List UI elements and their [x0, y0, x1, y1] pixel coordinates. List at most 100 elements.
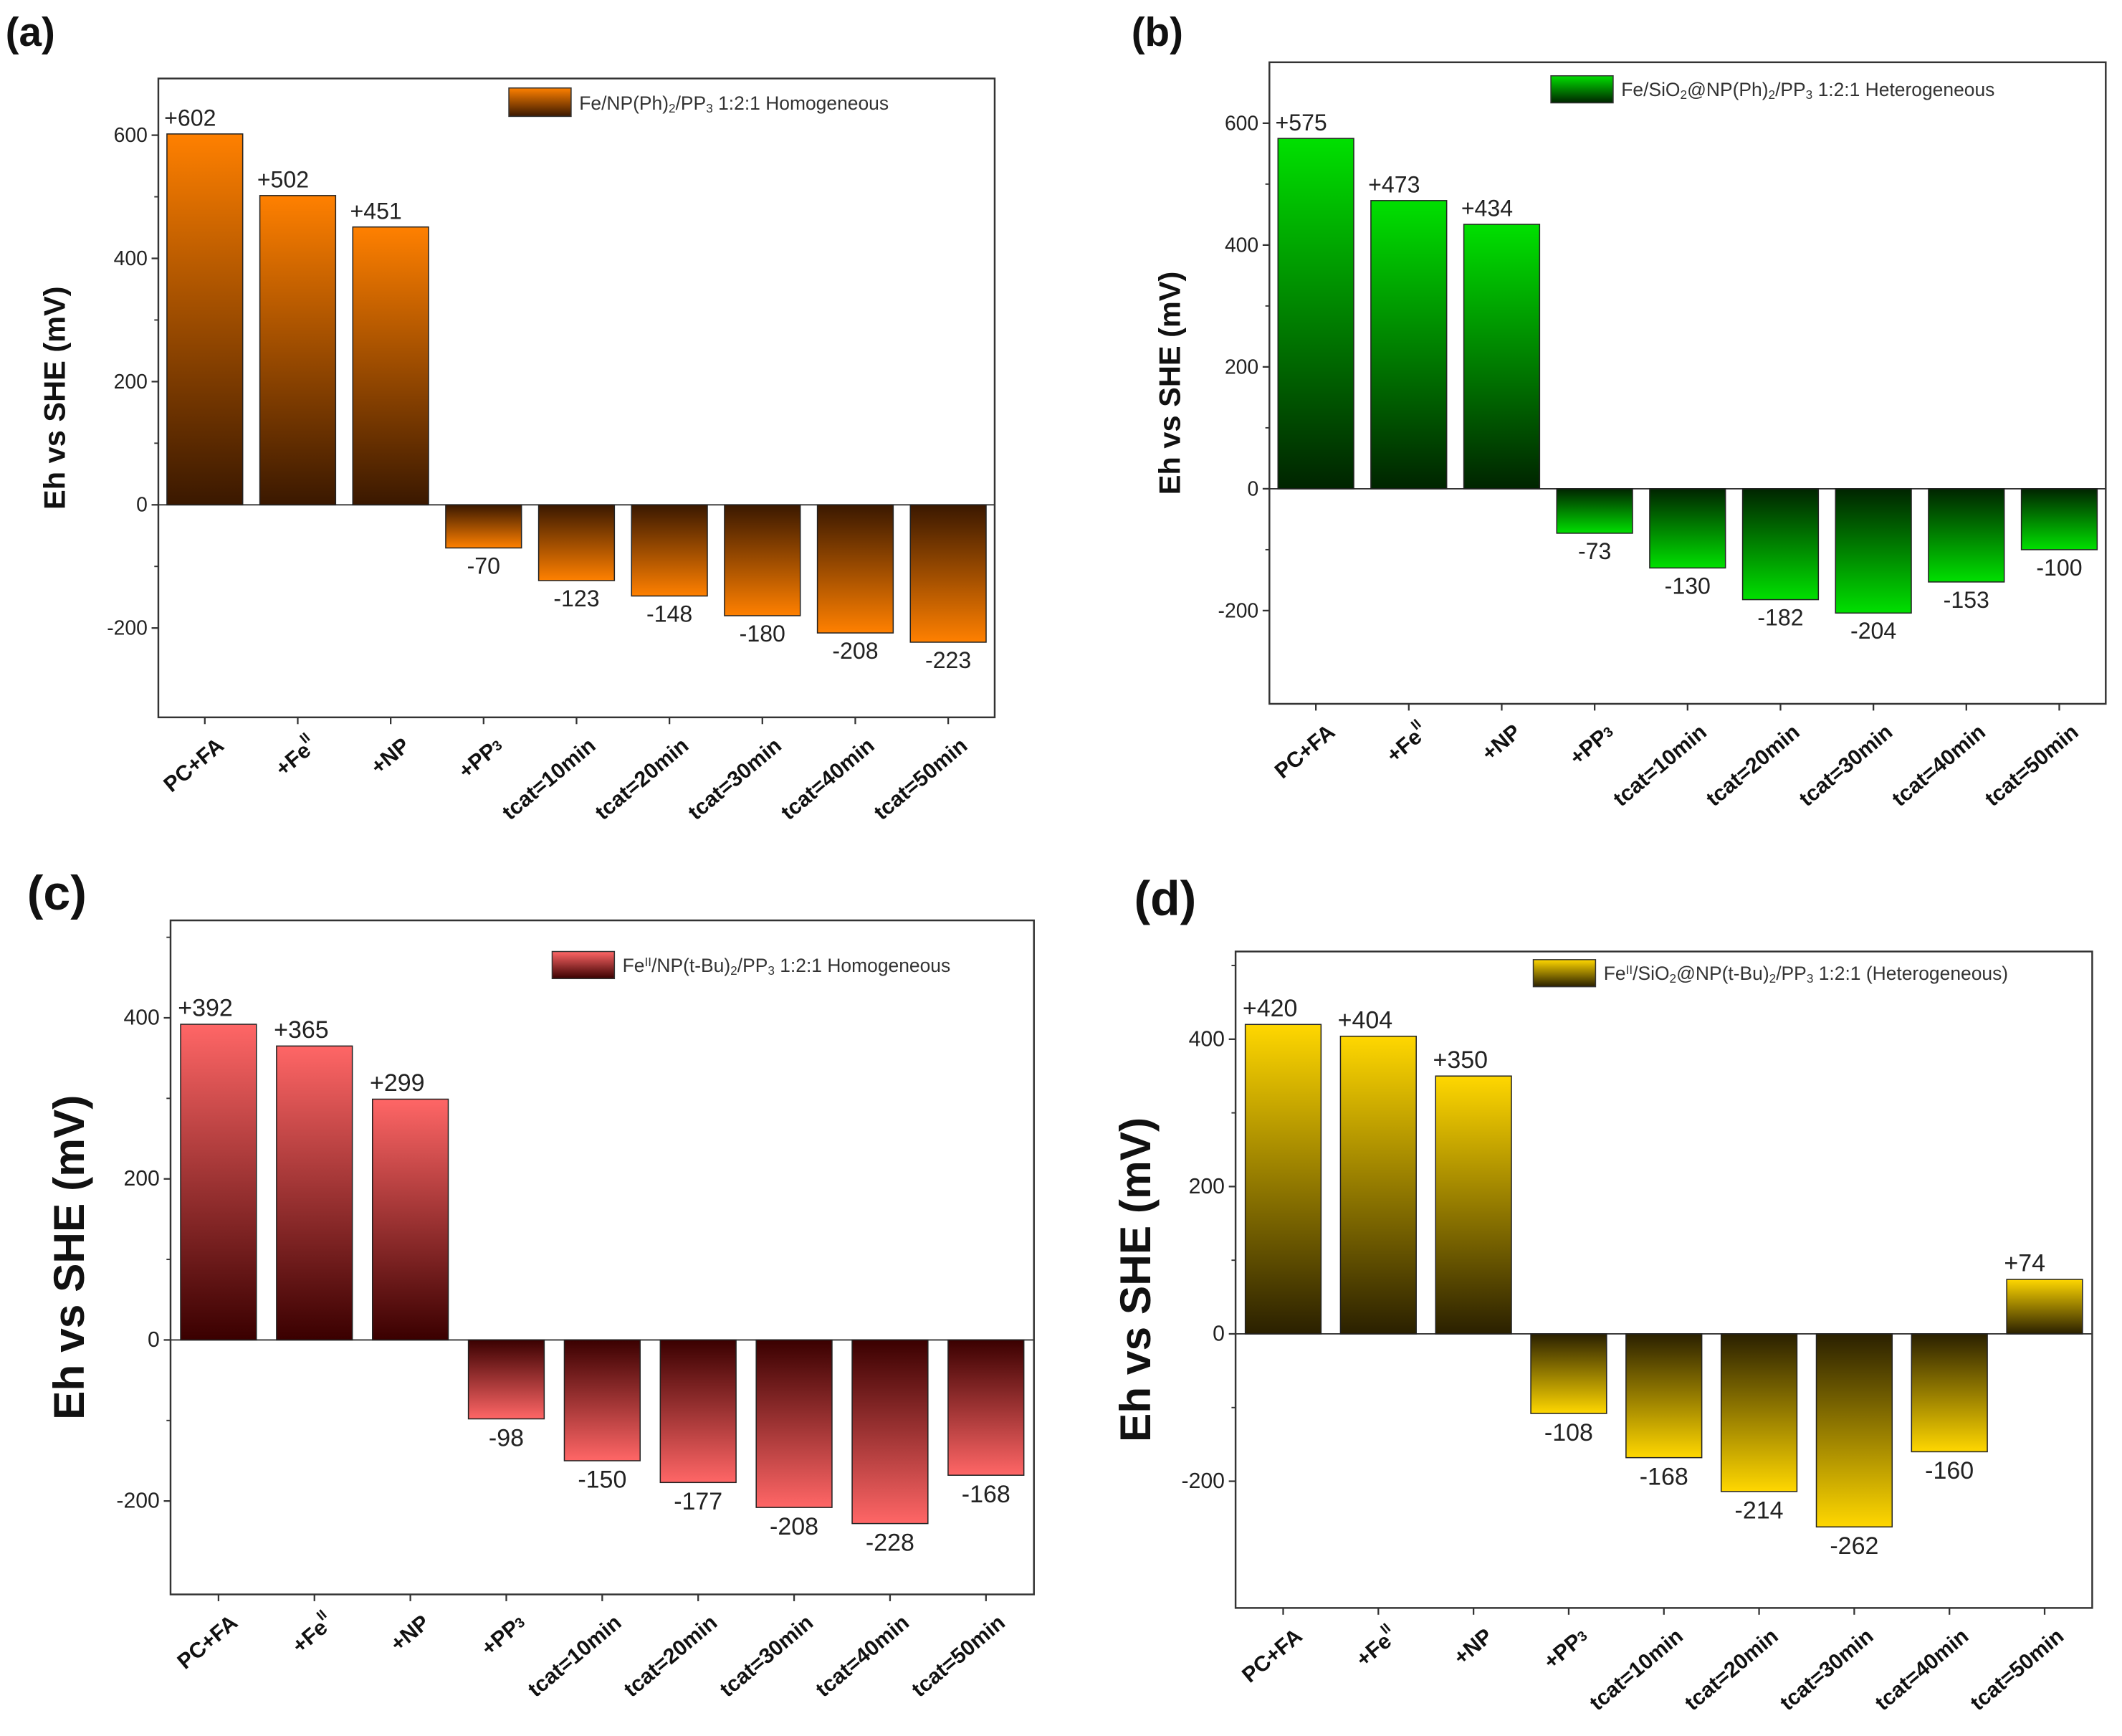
x-category-label-5: tcat=20min	[1681, 1624, 1783, 1715]
bar-7	[1911, 1333, 1988, 1453]
data-label-2: +299	[370, 1069, 425, 1097]
bar-1	[276, 1045, 353, 1341]
chart-panel-a: (a) -200 0 200 400 600 Eh vs SHE (mV) +602 PC+FA…	[6, 10, 996, 825]
x-category-label-5: tcat=20min	[591, 733, 693, 824]
data-label-5: -177	[674, 1488, 722, 1515]
data-label-3: -73	[1578, 538, 1611, 564]
data-label-6: -204	[1850, 618, 1896, 644]
legend: FeII/SiO2@NP(t-Bu)2/PP3 1:2:1 (Heterogen…	[1532, 959, 2008, 988]
y-tick-label: 400	[1225, 234, 1258, 257]
y-tick-label: 400	[1189, 1027, 1225, 1051]
x-category-label-1: +FeII	[285, 1606, 338, 1658]
chart-panel-d: (d) -200 0 200 400 Eh vs SHE (mV) +420 PC+FA +40…	[1111, 872, 2093, 1715]
bar-5	[1720, 1333, 1798, 1492]
bar-2	[1435, 1075, 1512, 1335]
data-label-0: +575	[1275, 110, 1327, 135]
panel-label: (b)	[1132, 10, 1183, 55]
bar-3	[445, 504, 522, 549]
data-label-6: -208	[770, 1513, 818, 1540]
data-label-7: -208	[832, 638, 878, 664]
data-label-2: +350	[1433, 1046, 1488, 1074]
x-category-label-4: tcat=10min	[498, 733, 601, 824]
y-axis-label: Eh vs SHE (mV)	[1111, 1117, 1160, 1442]
data-label-3: -98	[489, 1424, 524, 1451]
data-label-8: -168	[962, 1481, 1010, 1508]
y-tick-label: -200	[1218, 599, 1259, 622]
y-axis-label: Eh vs SHE (mV)	[1153, 272, 1187, 495]
data-label-8: -100	[2036, 555, 2082, 581]
bar-3	[467, 1339, 545, 1420]
x-category-label-8: tcat=50min	[1981, 720, 2083, 811]
data-label-4: -150	[578, 1466, 626, 1494]
x-category-label-6: tcat=30min	[1776, 1624, 1878, 1715]
x-category-label-4: tcat=10min	[1585, 1624, 1688, 1715]
x-category-label-2: +NP	[366, 733, 414, 779]
x-category-label-3: +PP3	[1539, 1624, 1592, 1674]
bar-1	[259, 195, 337, 506]
bar-6	[724, 504, 801, 616]
x-category-label-7: tcat=40min	[1888, 720, 1990, 811]
bar-0	[1277, 138, 1354, 490]
data-label-3: -70	[467, 553, 500, 578]
data-label-7: -228	[866, 1529, 914, 1556]
x-category-label-2: +NP	[1449, 1624, 1497, 1670]
legend: Fe/SiO2@NP(Ph)2/PP3 1:2:1 Heterogeneous	[1550, 75, 1994, 104]
data-label-0: +420	[1243, 995, 1298, 1022]
data-label-1: +404	[1338, 1006, 1393, 1034]
x-category-label-3: +PP3	[1565, 720, 1618, 770]
legend: Fe/NP(Ph)2/PP3 1:2:1 Homogeneous	[508, 87, 889, 118]
bar-5	[1741, 488, 1820, 601]
x-category-label-6: tcat=30min	[1794, 720, 1897, 811]
panel-label: (d)	[1134, 872, 1196, 926]
y-tick-label: 200	[1225, 356, 1258, 378]
data-label-4: -123	[553, 586, 599, 611]
x-category-label-2: +NP	[1478, 720, 1526, 766]
chart-panel-c: (c) -200 0 200 400 Eh vs SHE (mV) +392 PC+FA +36…	[27, 866, 1035, 1702]
bar-1	[1370, 200, 1448, 490]
x-category-label-6: tcat=30min	[684, 733, 786, 824]
x-category-label-1: +FeII	[1379, 716, 1433, 768]
x-category-label-0: PC+FA	[173, 1611, 242, 1674]
legend-text: FeII/SiO2@NP(t-Bu)2/PP3 1:2:1 (Heterogen…	[1604, 963, 2008, 986]
y-tick-label: -200	[116, 1489, 159, 1513]
x-category-label-3: +PP3	[454, 733, 507, 783]
legend-swatch	[1532, 959, 1597, 988]
x-category-label-0: PC+FA	[159, 733, 229, 797]
data-label-0: +602	[164, 105, 216, 131]
data-label-8: +74	[2004, 1250, 2045, 1277]
data-label-4: -168	[1640, 1463, 1688, 1490]
bar-3	[1556, 488, 1633, 534]
bar-6	[755, 1339, 833, 1508]
bar-0	[1244, 1024, 1322, 1335]
y-tick-label: 600	[114, 124, 148, 147]
bar-0	[180, 1024, 257, 1341]
bar-4	[1625, 1333, 1703, 1459]
bar-3	[1530, 1333, 1607, 1414]
x-category-label-0: PC+FA	[1271, 720, 1340, 783]
data-label-1: +502	[257, 166, 309, 192]
data-label-5: -214	[1735, 1497, 1784, 1525]
x-category-label-7: tcat=40min	[811, 1611, 914, 1702]
bar-6	[1835, 488, 1912, 614]
data-label-2: +434	[1461, 196, 1513, 221]
x-category-label-8: tcat=50min	[869, 733, 972, 824]
x-category-label-4: tcat=10min	[524, 1611, 626, 1702]
y-tick-label: 200	[1189, 1175, 1225, 1198]
bar-2	[352, 226, 429, 506]
x-category-label-8: tcat=50min	[907, 1611, 1010, 1702]
bar-4	[537, 504, 616, 581]
legend-swatch	[1550, 75, 1614, 104]
y-tick-label: 200	[114, 371, 148, 394]
bar-4	[1649, 488, 1726, 569]
x-category-label-0: PC+FA	[1238, 1624, 1307, 1688]
x-category-label-1: +FeII	[1349, 1620, 1402, 1671]
data-label-6: -262	[1830, 1532, 1878, 1560]
y-tick-label: 400	[114, 247, 148, 270]
bar-5	[659, 1339, 737, 1484]
bar-4	[563, 1339, 641, 1461]
y-tick-label: 0	[1247, 477, 1258, 500]
data-label-5: -182	[1757, 604, 1803, 630]
x-category-label-8: tcat=50min	[1966, 1624, 2068, 1715]
x-category-label-7: tcat=40min	[777, 733, 879, 824]
bar-8	[2006, 1279, 2083, 1335]
